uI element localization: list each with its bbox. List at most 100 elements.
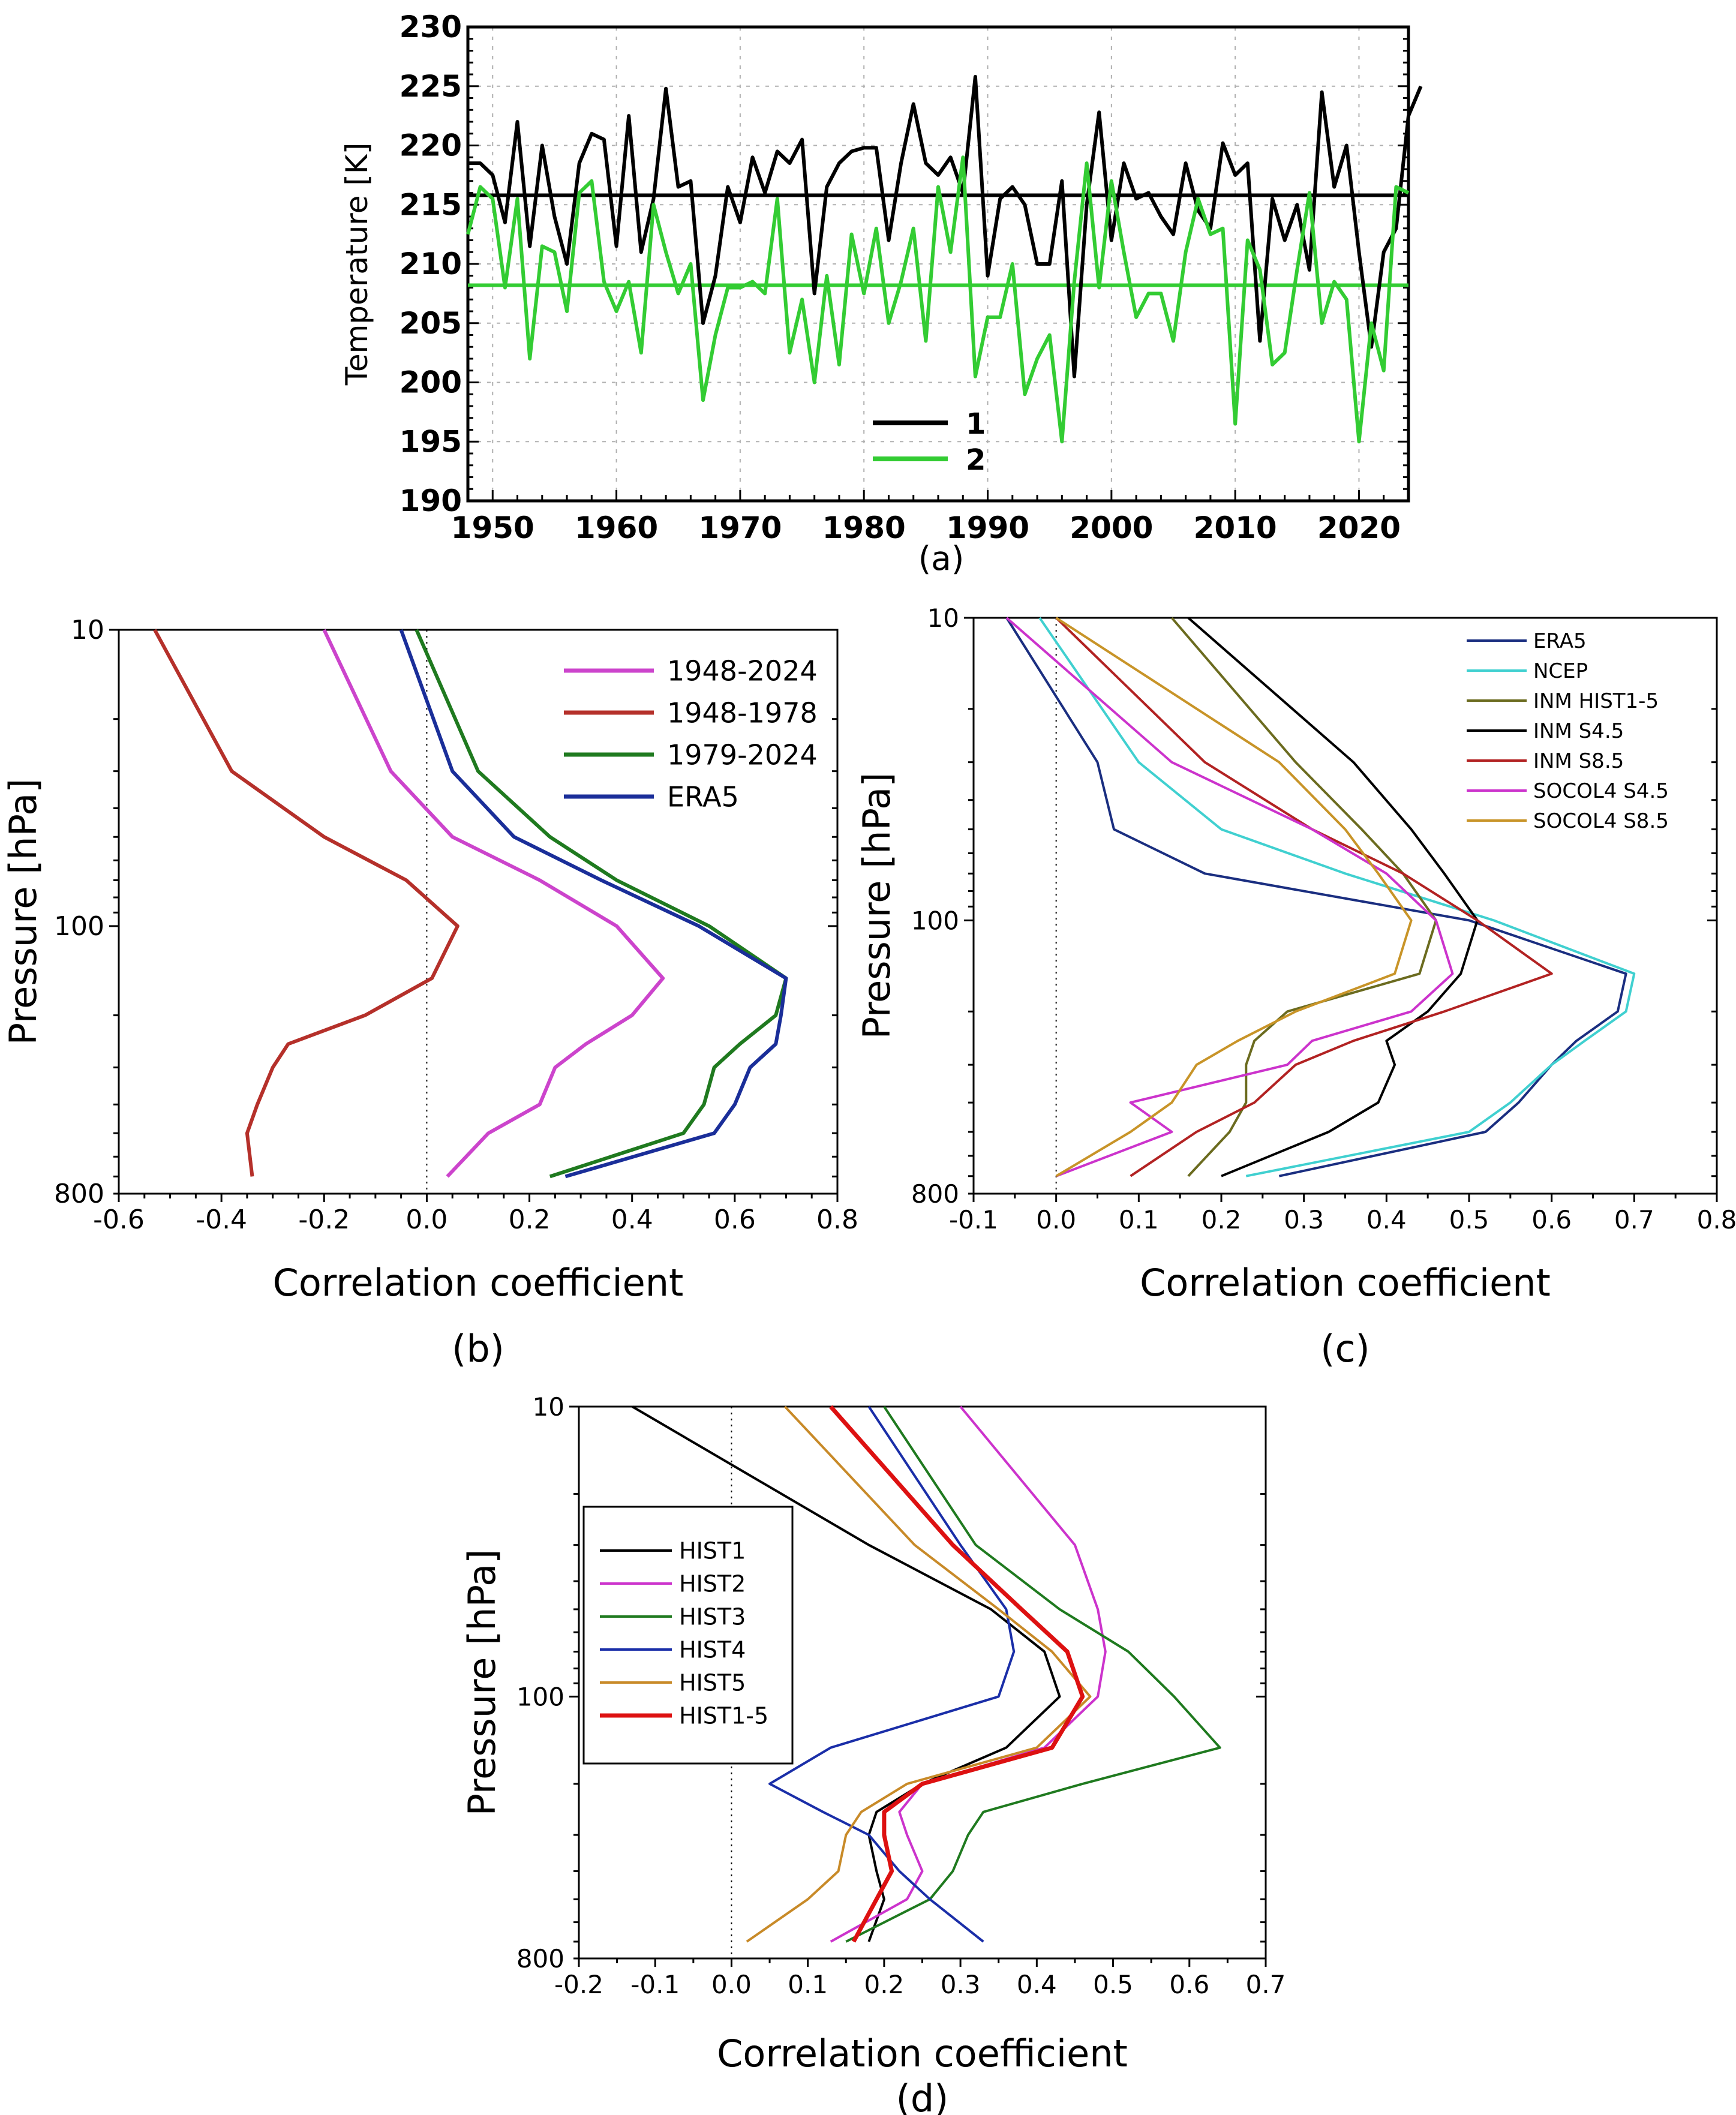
panel-d-xtick-label: 0.7 <box>1246 1970 1286 1999</box>
panel-b: -0.6 -0.4 -0.2 0.0 0.2 0.4 0.6 0.8 10 100 800 Corre… <box>1 615 858 1371</box>
legend-label-hist3: HIST3 <box>679 1604 746 1630</box>
panel-d-xtick-label: 0.2 <box>864 1970 904 1999</box>
panel-c-xtick-label: 0.5 <box>1449 1205 1489 1234</box>
panel-b-xtick-label: 0.8 <box>816 1204 858 1235</box>
panel-d-ytick-label: 10 <box>533 1392 564 1422</box>
legend-label-hist2: HIST2 <box>679 1571 746 1597</box>
panel-d-xtick-label: 0.5 <box>1093 1970 1133 1999</box>
panel-a-xtick-label: 1960 <box>575 510 658 545</box>
series-line-hist2 <box>830 1405 1107 1943</box>
panel-a-ytick-label: 225 <box>400 69 462 104</box>
panel-d-xtick-label: -0.1 <box>630 1970 680 1999</box>
legend-label-1948-2024: 1948-2024 <box>667 655 818 687</box>
legend-label-inm-s8-5: INM S8.5 <box>1533 749 1624 773</box>
legend-label-socol4-s4-5: SOCOL4 S4.5 <box>1533 779 1669 803</box>
series-line-inm-s4-5 <box>1187 617 1479 1177</box>
panel-c-xtick-label: 0.8 <box>1697 1205 1736 1234</box>
panel-c-ytick-label: 800 <box>911 1179 959 1209</box>
panel-d-ylabel: Pressure [hPa] <box>460 1549 504 1816</box>
panel-c-xtick-label: 0.0 <box>1036 1205 1076 1234</box>
legend-label-hist5: HIST5 <box>679 1670 746 1696</box>
panel-d-xtick-label: 0.4 <box>1017 1970 1057 1999</box>
panel-d-label: (d) <box>896 2077 949 2115</box>
legend-label-era5: ERA5 <box>667 781 739 813</box>
panel-b-ytick-label: 800 <box>54 1179 104 1209</box>
panel-b-ytick-label: 100 <box>54 911 104 942</box>
panel-d-xtick-label: -0.2 <box>554 1970 603 1999</box>
panel-c-xtick-label: -0.1 <box>949 1205 998 1234</box>
legend-label-1: 1 <box>966 407 986 441</box>
panel-b-xtick-label: -0.6 <box>93 1204 145 1235</box>
panel-d-xlabel: Correlation coefficient <box>717 2032 1128 2075</box>
panel-d-ytick-label: 800 <box>516 1944 564 1973</box>
series-line-era5 <box>1005 617 1627 1177</box>
panel-b-xtick-label: -0.2 <box>298 1204 350 1235</box>
panel-d-xtick-label: 0.3 <box>941 1970 981 1999</box>
panel-c-ylabel: Pressure [hPa] <box>855 773 899 1040</box>
panel-a-ylabel: Temperature [K] <box>340 143 374 386</box>
panel-b-xtick-label: 0.0 <box>406 1204 447 1235</box>
panel-a-ytick-label: 200 <box>400 365 462 400</box>
legend-label-inm-s4-5: INM S4.5 <box>1533 719 1624 743</box>
panel-a-xtick-label: 2020 <box>1317 510 1401 545</box>
legend-label-inm-hist1-5: INM HIST1-5 <box>1533 689 1659 713</box>
panel-b-legend: 1948-2024 1948-1978 1979-2024 ERA5 <box>564 655 818 813</box>
panel-c-xtick-label: 0.4 <box>1366 1205 1407 1234</box>
legend-label-hist4: HIST4 <box>679 1637 746 1663</box>
panel-a-xtick-label: 2010 <box>1194 510 1277 545</box>
panel-c-ytick-label: 10 <box>927 603 959 633</box>
series-line-hist3 <box>845 1405 1221 1943</box>
panel-b-ylabel: Pressure [hPa] <box>1 779 45 1046</box>
series-line-socol4-s4-5 <box>1005 617 1454 1177</box>
panel-a-label: (a) <box>918 539 965 578</box>
series-line-inm-s8-5 <box>1055 617 1553 1177</box>
panel-d-xtick-label: 0.0 <box>711 1970 752 1999</box>
panel-c-ytick-label: 100 <box>911 906 959 935</box>
panel-c-xtick-label: 0.2 <box>1202 1205 1242 1234</box>
panel-d-legend: HIST1 HIST2 HIST3 HIST4 HIST5 HIST1-5 <box>582 1506 794 1765</box>
series-line-ncep <box>1038 617 1636 1177</box>
legend-label-1948-1978: 1948-1978 <box>667 697 818 729</box>
panel-b-xlabel: Correlation coefficient <box>273 1261 684 1305</box>
panel-a-xtick-label: 1990 <box>946 510 1029 545</box>
panel-c-xtick-label: 0.7 <box>1614 1205 1654 1234</box>
panel-a-ytick-label: 210 <box>400 247 462 281</box>
panel-b-label: (b) <box>452 1327 504 1371</box>
panel-b-xtick-label: 0.6 <box>714 1204 756 1235</box>
panel-c-label: (c) <box>1320 1327 1369 1371</box>
panel-a-xtick-label: 1950 <box>451 510 534 545</box>
series-line-inm-hist1-5 <box>1170 617 1437 1177</box>
series-line-1948-1978 <box>153 629 459 1177</box>
panel-c: -0.1 0.0 0.1 0.2 0.3 0.4 0.5 0.6 0.7 0.8 10 100 800 C… <box>855 603 1736 1371</box>
legend-label-hist1-5: HIST1-5 <box>679 1703 768 1729</box>
panel-a: 1950 1960 1970 1980 1990 2000 2010 2020 190 195 20… <box>340 10 1423 578</box>
panel-a-ytick-label: 190 <box>400 483 462 518</box>
series-line-socol4-s8-5 <box>1055 617 1413 1177</box>
panel-a-ytick-label: 220 <box>400 128 462 163</box>
panel-b-xtick-label: 0.4 <box>611 1204 653 1235</box>
series-line-1 <box>468 74 1423 378</box>
series-line-hist1-5 <box>829 1405 1085 1943</box>
panel-c-xtick-label: 0.3 <box>1284 1205 1324 1234</box>
legend-label-1979-2024: 1979-2024 <box>667 739 818 771</box>
series-line-1948-2024 <box>322 629 665 1178</box>
series-line-hist1 <box>632 1405 1061 1942</box>
panel-c-legend: ERA5 NCEP INM HIST1-5 INM S4.5 INM S8.5 SOCOL… <box>1467 629 1669 833</box>
panel-d: -0.2 -0.1 0.0 0.1 0.2 0.3 0.4 0.5 0.6 0.7 10 100 800… <box>460 1392 1286 2115</box>
series-line-hist4 <box>768 1405 1016 1943</box>
series-line-hist5 <box>746 1405 1092 1943</box>
legend-label-era5: ERA5 <box>1533 629 1587 653</box>
panel-b-xtick-label: -0.4 <box>196 1204 247 1235</box>
legend-label-hist1: HIST1 <box>679 1538 746 1564</box>
panel-a-ytick-label: 230 <box>400 10 462 44</box>
panel-a-legend: 12 <box>873 407 986 477</box>
panel-d-xtick-label: 0.1 <box>788 1970 828 1999</box>
series-line-era5 <box>399 629 788 1179</box>
panel-a-xtick-label: 1970 <box>698 510 782 545</box>
panel-a-xtick-label: 1980 <box>822 510 906 545</box>
legend-label-2: 2 <box>966 443 986 477</box>
panel-d-ytick-label: 100 <box>516 1682 564 1711</box>
panel-a-ytick-label: 205 <box>400 306 462 341</box>
